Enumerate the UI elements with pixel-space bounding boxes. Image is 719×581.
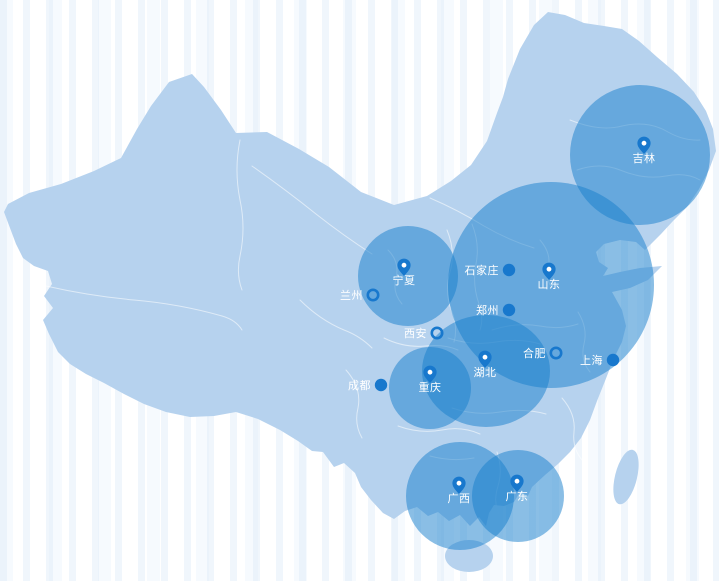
city-label-guangxi: 广西 <box>448 492 471 505</box>
city-label-shijiazhuang: 石家庄 <box>465 263 500 277</box>
city-marker-guangdong[interactable]: 广东 <box>506 474 529 503</box>
city-label-chongqing: 重庆 <box>419 380 442 394</box>
pin-hole <box>456 480 462 486</box>
city-label-xian: 西安 <box>404 326 427 340</box>
pin-hole <box>427 369 433 375</box>
dot-icon <box>502 303 516 317</box>
city-marker-lanzhou[interactable]: 兰州 <box>340 288 380 302</box>
city-marker-hefei[interactable]: 合肥 <box>523 346 563 360</box>
coverage-circles-layer <box>358 85 710 550</box>
city-marker-shandong[interactable]: 山东 <box>538 262 561 291</box>
city-marker-chengdu[interactable]: 成都 <box>348 378 388 392</box>
pin-hole <box>546 266 552 272</box>
city-label-hubei: 湖北 <box>474 366 497 379</box>
city-label-shanghai: 上海 <box>580 353 603 367</box>
city-label-shandong: 山东 <box>538 278 561 291</box>
city-marker-jilin[interactable]: 吉林 <box>633 136 656 165</box>
dot-icon <box>606 353 620 367</box>
city-marker-guangxi[interactable]: 广西 <box>448 476 471 505</box>
city-label-chengdu: 成都 <box>348 379 371 392</box>
coverage-circle-ningxia <box>358 226 458 326</box>
coverage-circle-guangdong <box>472 450 564 542</box>
ring-icon <box>430 326 444 340</box>
taiwan-island <box>613 449 639 505</box>
dot-icon <box>374 378 388 392</box>
city-label-jilin: 吉林 <box>633 151 656 165</box>
city-marker-xian[interactable]: 西安 <box>404 326 444 340</box>
pin-hole <box>641 140 647 146</box>
city-marker-hubei[interactable]: 湖北 <box>474 350 497 379</box>
city-marker-ningxia[interactable]: 宁夏 <box>393 258 416 287</box>
city-label-hefei: 合肥 <box>523 346 546 360</box>
city-marker-shijiazhuang[interactable]: 石家庄 <box>465 263 516 277</box>
city-label-zhengzhou: 郑州 <box>476 303 499 317</box>
pin-hole <box>401 262 407 268</box>
pin-hole <box>482 354 488 360</box>
coverage-circle-chongqing <box>389 347 471 429</box>
dot-icon <box>502 263 516 277</box>
coverage-circle-jilin <box>570 85 710 225</box>
city-label-ningxia: 宁夏 <box>393 273 416 287</box>
pin-hole <box>514 478 520 484</box>
city-marker-chongqing[interactable]: 重庆 <box>419 365 442 394</box>
ring-icon <box>549 346 563 360</box>
city-label-lanzhou: 兰州 <box>340 289 363 302</box>
city-marker-shanghai[interactable]: 上海 <box>580 353 620 367</box>
ring-icon <box>366 288 380 302</box>
city-label-guangdong: 广东 <box>506 490 529 503</box>
city-marker-zhengzhou[interactable]: 郑州 <box>476 303 516 317</box>
